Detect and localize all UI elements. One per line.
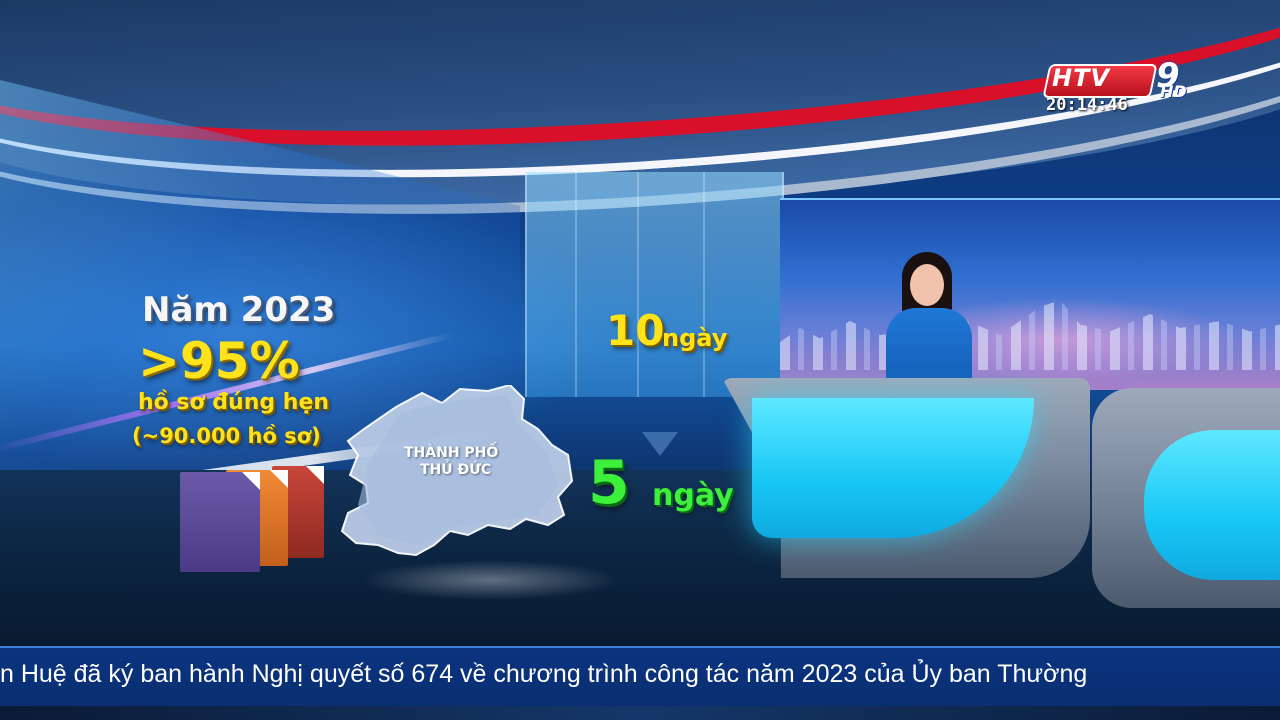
days-after-unit: ngày	[652, 478, 734, 513]
bottom-strip	[0, 706, 1280, 720]
stat-year-label: Năm 2023	[142, 290, 336, 330]
news-anchor	[880, 252, 976, 382]
side-desk-light-panel	[1144, 430, 1280, 580]
arrow-down-icon	[642, 432, 678, 456]
glass-divider	[703, 172, 705, 397]
logo-text: HTV	[1052, 64, 1111, 92]
stat-percent-value: >95%	[138, 332, 300, 390]
city-skyline	[780, 300, 1280, 370]
days-before-unit: ngày	[662, 324, 728, 352]
channel-logo: HTV 9 HD	[1042, 56, 1206, 104]
map-label-city: THÀNH PHỐ	[404, 445, 499, 461]
glass-divider	[637, 172, 639, 397]
days-after-number: 5	[588, 448, 630, 518]
stat-description: hồ sơ đúng hẹn	[138, 390, 330, 415]
days-before-number: 10	[606, 306, 665, 355]
news-ticker: n Huệ đã ký ban hành Nghị quyết số 674 v…	[0, 646, 1280, 708]
map-label-district: THỦ ĐỨC	[420, 462, 492, 478]
stat-count-note: (~90.000 hồ sơ)	[132, 424, 321, 448]
broadcast-clock: 20:14:46	[1046, 95, 1128, 115]
floor-reflection	[360, 560, 620, 600]
video-wall-city	[780, 198, 1280, 390]
thu-duc-map-icon	[340, 385, 574, 557]
glass-divider	[575, 172, 577, 397]
logo-hd-badge: HD	[1160, 82, 1187, 101]
logo-number: 9	[1156, 56, 1180, 96]
anchor-ao-dai	[886, 308, 972, 382]
center-glass-panel	[525, 172, 784, 397]
ticker-text: n Huệ đã ký ban hành Nghị quyết số 674 v…	[0, 660, 1088, 688]
anchor-face	[910, 264, 944, 306]
document-icon	[180, 472, 260, 572]
